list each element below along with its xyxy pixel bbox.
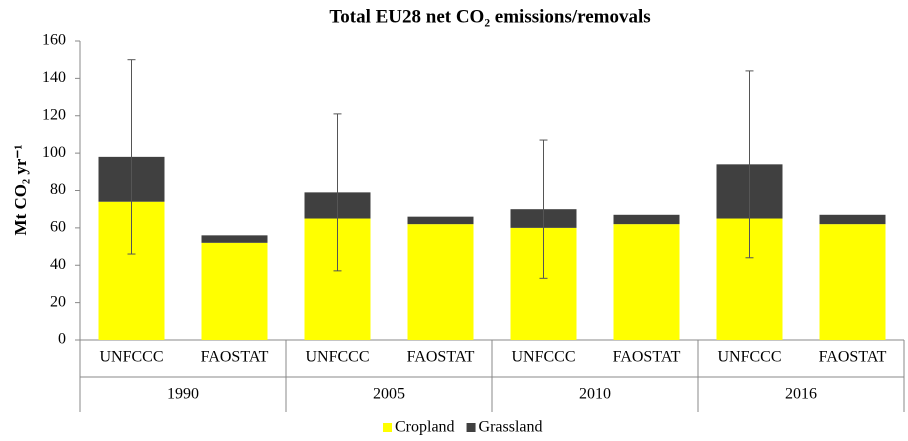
y-tick-label: 20 [50, 293, 66, 310]
group-label: 1990 [167, 386, 199, 403]
x-tick-label: UNFCCC [99, 349, 163, 366]
bar-segment [819, 214, 886, 225]
legend-swatch [383, 423, 392, 432]
bar-segment [819, 224, 886, 340]
x-tick-label: FAOSTAT [407, 349, 475, 366]
bar-segment [201, 242, 268, 340]
group-label: 2005 [373, 386, 405, 403]
legend-swatch [466, 423, 476, 432]
x-tick-label: FAOSTAT [819, 349, 887, 366]
bar-segment [407, 216, 474, 225]
y-tick-label: 100 [42, 144, 66, 161]
bar-segment [613, 214, 680, 225]
group-label: 2016 [785, 386, 817, 403]
bar-segment [407, 224, 474, 340]
y-axis-label: Mt CO₂ yr⁻¹ [11, 145, 30, 236]
bar-segment [201, 235, 268, 243]
x-tick-label: UNFCCC [717, 349, 781, 366]
x-tick-label: UNFCCC [511, 349, 575, 366]
y-tick-label: 60 [50, 219, 66, 236]
y-tick-label: 40 [50, 256, 66, 273]
group-label: 2010 [579, 386, 611, 403]
x-tick-label: UNFCCC [305, 349, 369, 366]
y-tick-label: 120 [42, 106, 66, 123]
bar-segment [613, 224, 680, 340]
y-tick-label: 80 [50, 181, 66, 198]
y-tick-label: 0 [58, 331, 66, 348]
y-tick-label: 160 [42, 32, 66, 49]
x-tick-label: FAOSTAT [201, 349, 269, 366]
legend-label: Cropland [395, 419, 455, 436]
legend-label: Grassland [479, 419, 543, 436]
chart-title: Total EU28 net CO₂ emissions/removals [329, 6, 650, 27]
y-tick-label: 140 [42, 69, 66, 86]
x-tick-label: FAOSTAT [613, 349, 681, 366]
